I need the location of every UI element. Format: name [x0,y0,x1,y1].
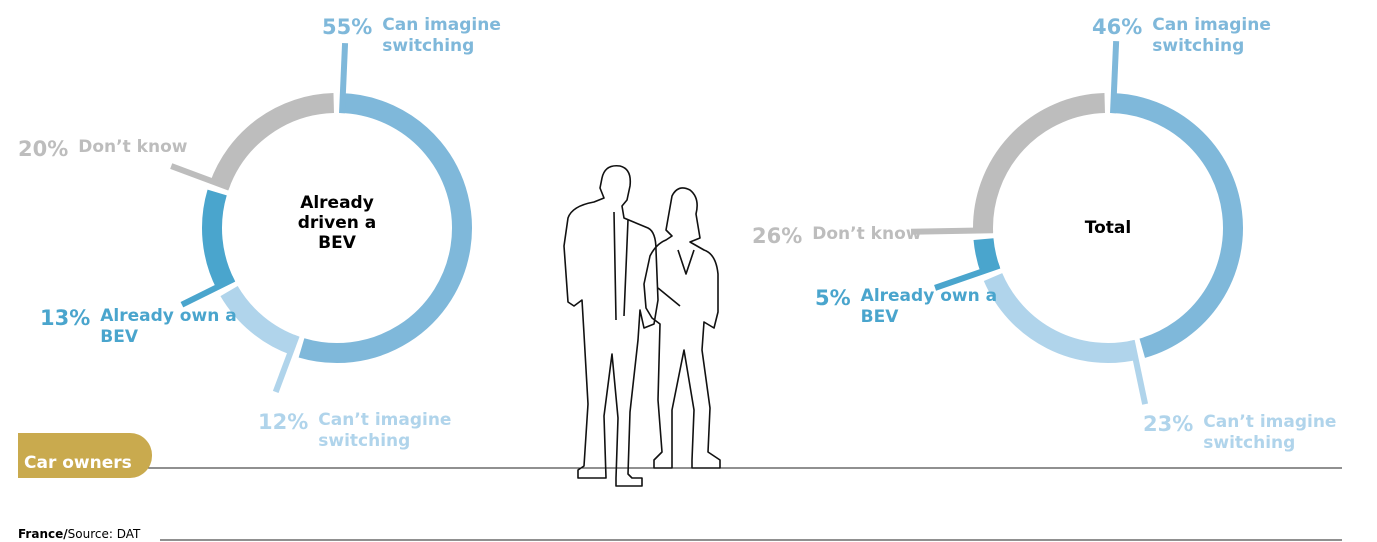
leader-line [910,227,994,235]
segment-label: 20% Don’t know [18,137,228,161]
value-label: 46% [1092,15,1143,39]
donut-segment [298,93,472,363]
segment-label: 46% Can imagine switching [1092,15,1302,57]
center-label: Total [1084,218,1132,238]
donut-segment [973,93,1106,233]
value-label: 26% [752,224,803,248]
category-label: Can imagine switching [382,15,501,56]
segment-label: 13% Already own a BEV [40,306,250,348]
leader-line [1110,41,1120,114]
donut-segment [1110,93,1243,358]
category-label: Can’t imagine switching [318,410,452,451]
value-label: 55% [322,15,373,39]
value-label: 23% [1143,412,1194,436]
leader-line [180,276,236,308]
donut-segment [202,189,235,290]
category-label: Don’t know [78,137,188,157]
donut-segment [209,93,335,190]
category-label: Already own a BEV [100,306,237,347]
value-label: 12% [258,410,309,434]
leader-line [1128,339,1149,405]
leader-line [170,163,231,191]
segment-label: 23% Can’t imagine switching [1143,412,1353,454]
segment-label: 12% Can’t imagine switching [258,410,468,452]
leader-line [934,262,1001,291]
category-label: Can’t imagine switching [1203,412,1337,453]
people-illustration [563,164,721,487]
donut-segment [983,272,1139,363]
value-label: 20% [18,137,69,161]
segment-label: 26% Don’t know [752,224,962,248]
footer-country: France/ [18,527,68,541]
value-label: 13% [40,306,91,330]
category-label: Don’t know [812,224,922,244]
footer: France/Source: DAT [18,527,140,541]
category-label: Already own a BEV [860,286,998,327]
center-label: Already driven a BEV [297,193,377,253]
leader-line [339,43,349,114]
segment-label: 55% Can imagine switching [322,15,532,57]
category-label: Can imagine switching [1152,15,1271,56]
donut-segment [220,285,299,356]
leader-line [272,334,300,393]
footer-source: Source: DAT [67,527,141,541]
tag: Car owners [18,433,152,478]
segment-label: 5% Already own a BEV [815,286,1011,328]
value-label: 5% [815,286,851,310]
